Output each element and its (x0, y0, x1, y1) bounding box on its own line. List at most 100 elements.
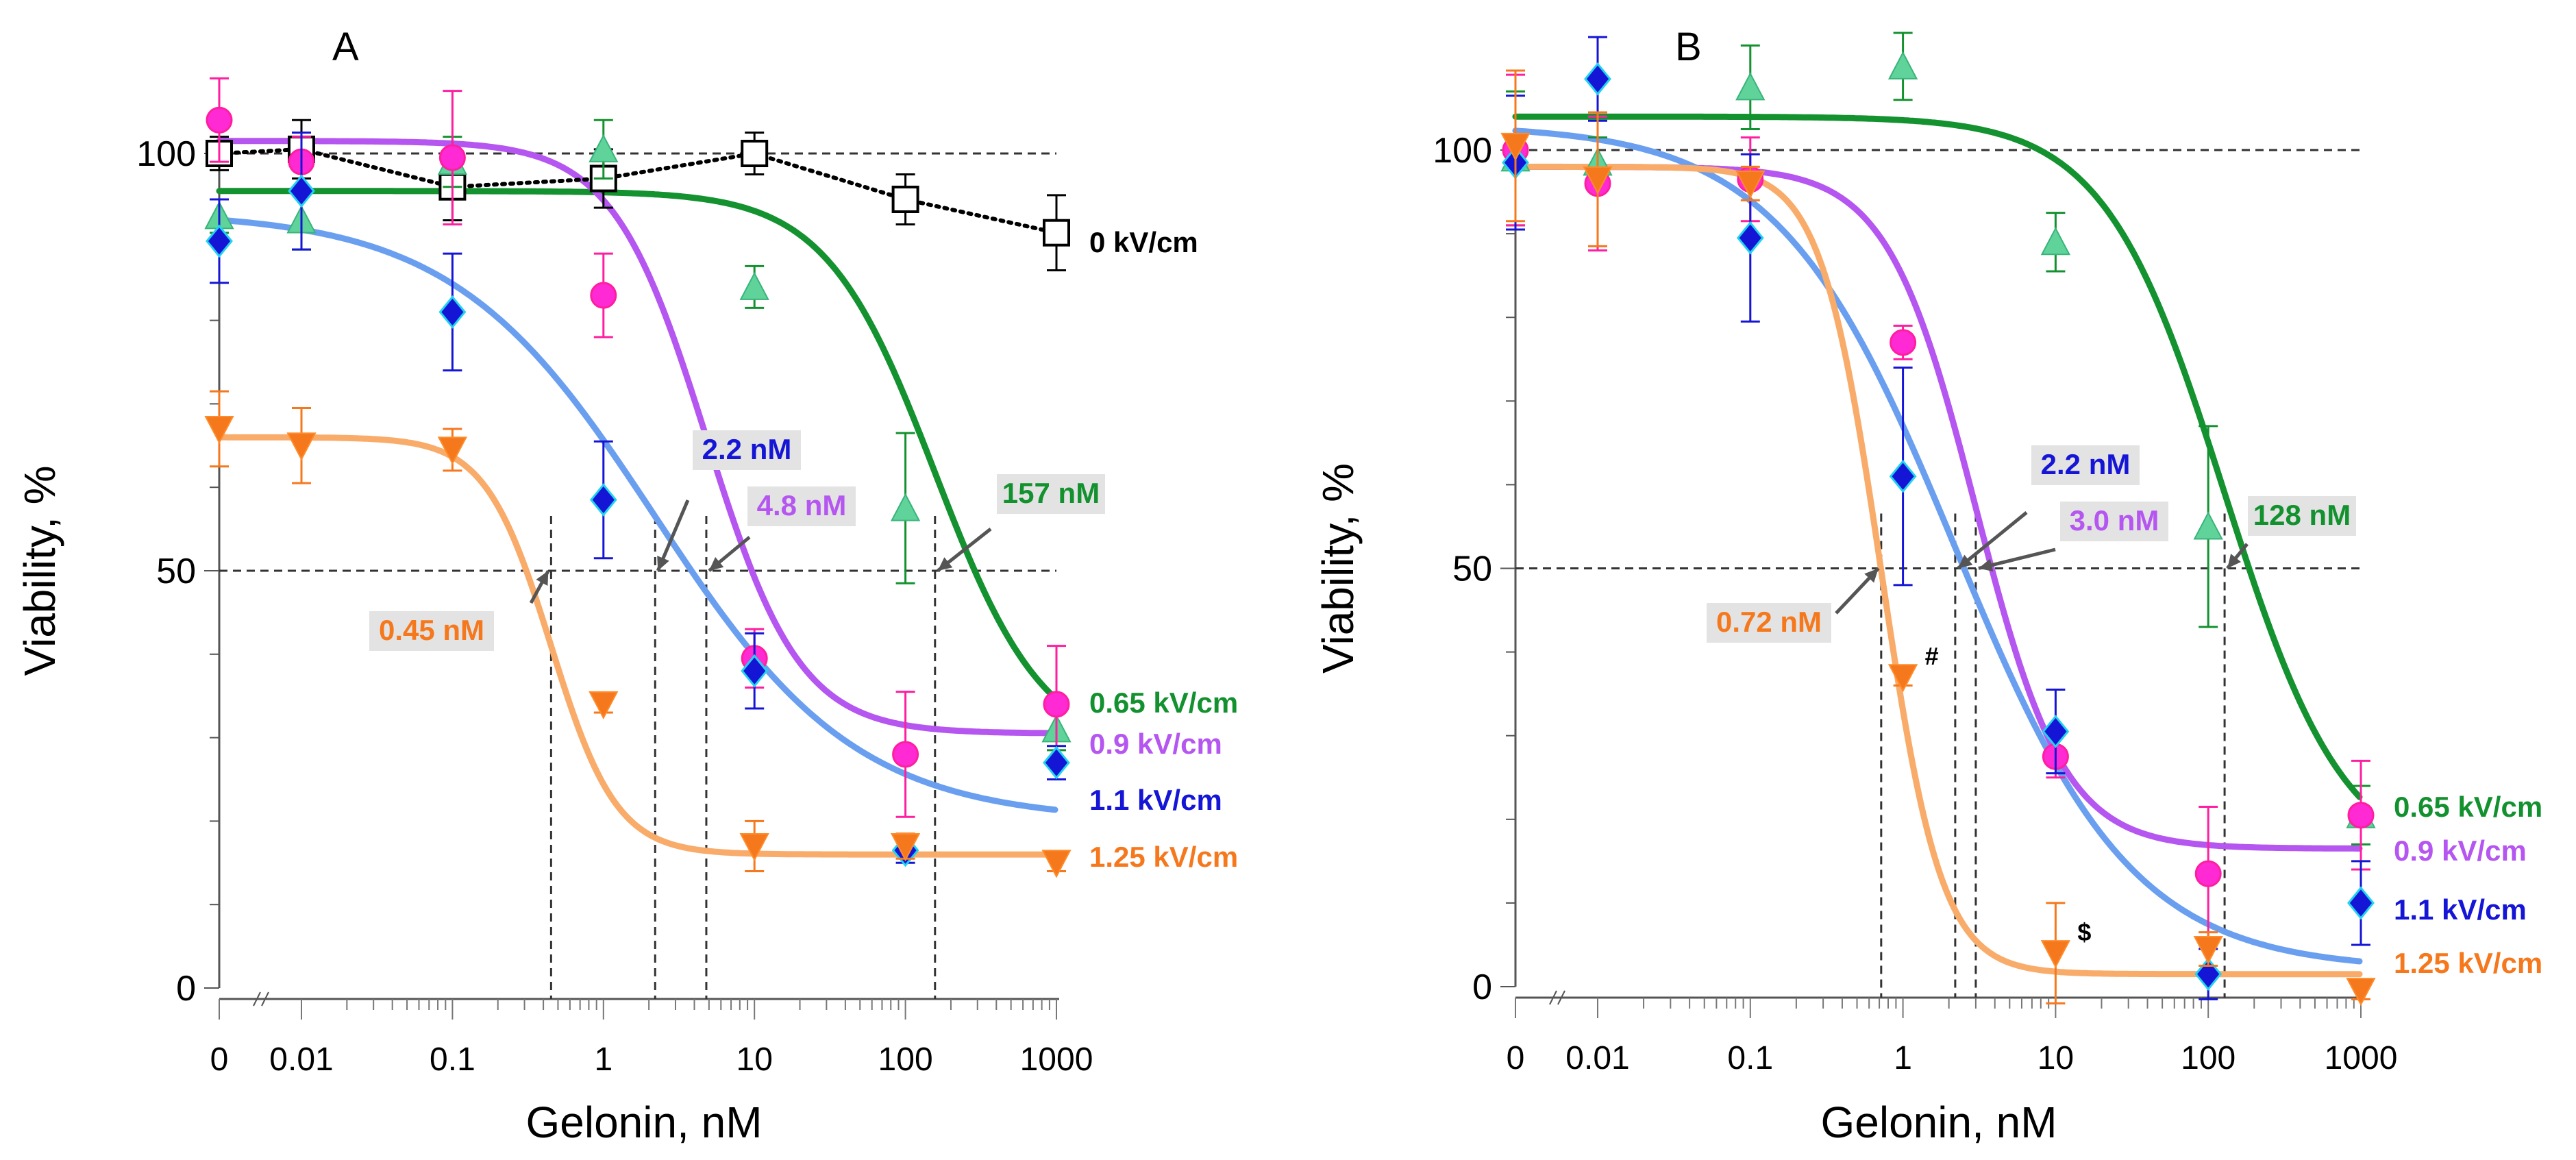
data-point-1-25 (739, 832, 769, 862)
x-tick-label: 1 (594, 1041, 612, 1078)
significance-symbol: $ (2077, 918, 2091, 946)
data-point-0-9 (1043, 691, 1070, 718)
y-tick-label: 0 (1472, 967, 1492, 1007)
axis-break (253, 991, 261, 1007)
x-tick-label: 0 (210, 1041, 229, 1078)
data-point-1-1 (288, 174, 315, 208)
data-point-1-25 (1735, 170, 1766, 199)
series-label-1-1: 1.1 kV/cm (2394, 893, 2527, 926)
series-label-1-1: 1.1 kV/cm (1089, 784, 1222, 816)
data-point-1-1 (1584, 62, 1611, 96)
data-point-1-1 (2042, 715, 2070, 748)
ec50-label-bg (369, 611, 494, 651)
data-point-0-9 (590, 282, 617, 309)
ec50-label-bg (1707, 603, 1831, 643)
y-tick-label: 100 (1433, 131, 1492, 171)
series-label-1-25: 1.25 kV/cm (1089, 841, 1238, 873)
x-tick-label: 1000 (1020, 1041, 1093, 1078)
fit-curve-0-9 (216, 138, 1058, 737)
data-point-1-25 (286, 432, 317, 461)
data-point-1-25 (204, 415, 234, 445)
significance-symbol: # (1925, 642, 1939, 670)
x-tick-label: 100 (878, 1041, 933, 1078)
series-label-0-65: 0.65 kV/cm (1089, 687, 1238, 719)
data-point-1-1 (438, 295, 467, 329)
fit-curve-1-1 (216, 217, 1058, 813)
ec50-arrowhead (2227, 554, 2242, 569)
data-point-0-9 (206, 106, 233, 134)
y-axis-label: Viability, % (15, 465, 64, 676)
ec50-arrowhead (708, 556, 724, 571)
panel-label: B (1675, 25, 1702, 69)
fit-curve-0-65 (216, 188, 1058, 702)
x-tick-label: 100 (2181, 1040, 2236, 1076)
data-point-1-25 (437, 436, 468, 465)
x-tick-label: 0.1 (430, 1041, 475, 1078)
ec50-arrowhead (1864, 568, 1879, 583)
ec50-label: 157 nM (1002, 477, 1100, 509)
ec50-label-bg (747, 486, 856, 526)
data-point-1-1 (1889, 459, 1917, 493)
axis-break (261, 991, 269, 1007)
x-axis-label: Gelonin, nM (525, 1098, 762, 1147)
data-point-1-1 (2347, 886, 2375, 920)
y-tick-label: 100 (136, 134, 196, 174)
x-tick-label: 0 (1507, 1040, 1525, 1076)
series-label-0-9: 0.9 kV/cm (2394, 835, 2527, 867)
ec50-label: 0.72 nM (1716, 606, 1822, 638)
axis-break (1557, 990, 1565, 1005)
x-tick-label: 10 (736, 1041, 773, 1078)
ec50-label: 4.8 nM (757, 489, 847, 521)
data-point-1-1 (206, 224, 233, 258)
ec50-arrow (1957, 511, 2028, 570)
panel-label: A (332, 25, 359, 69)
data-point-1-1 (1043, 745, 1070, 780)
axis-break (1549, 990, 1557, 1005)
x-axis-label: Gelonin, nM (1820, 1098, 2057, 1147)
ec50-arrowhead (657, 556, 669, 571)
data-point-1-25 (1041, 850, 1072, 878)
ec50-label-bg (2060, 502, 2168, 541)
ec50-arrowhead (937, 557, 953, 571)
data-point-0-9 (2347, 802, 2375, 829)
y-tick-label: 50 (1452, 550, 1492, 589)
data-point-1-25 (890, 832, 921, 862)
data-point-ctrl (1043, 219, 1070, 247)
data-point-0-65 (739, 271, 769, 300)
data-point-0-65 (890, 493, 921, 521)
ec50-label-bg (2248, 496, 2356, 536)
data-point-1-1 (589, 483, 617, 517)
data-point-0-65 (2193, 511, 2223, 540)
data-point-1-1 (1736, 221, 1764, 255)
fit-curve-0-65 (1512, 113, 2363, 800)
data-point-1-25 (1887, 664, 1918, 693)
y-tick-label: 50 (156, 552, 196, 591)
ec50-label-bg (2031, 445, 2140, 485)
data-point-0-65 (1887, 51, 1918, 79)
data-point-1-25 (2346, 978, 2376, 1007)
data-point-1-25 (1583, 166, 1613, 195)
ec50-label: 3.0 nM (2070, 504, 2159, 536)
series-label-0-9: 0.9 kV/cm (1089, 728, 1222, 760)
data-point-0-9 (2194, 860, 2222, 887)
ec50-label: 2.2 nM (2041, 448, 2131, 480)
data-point-1-1 (741, 654, 769, 688)
data-point-1-25 (2040, 940, 2071, 969)
data-point-0-9 (892, 741, 919, 768)
data-point-0-65 (2040, 227, 2071, 256)
ec50-label-bg (693, 430, 801, 470)
x-tick-label: 1 (1894, 1040, 1912, 1076)
x-tick-label: 0.01 (269, 1041, 333, 1078)
data-point-ctrl (891, 185, 919, 213)
fit-curve-1-25 (216, 434, 1058, 858)
data-point-0-65 (1735, 72, 1766, 101)
x-tick-label: 10 (2038, 1040, 2074, 1076)
data-point-ctrl (741, 140, 769, 167)
series-label-1-25: 1.25 kV/cm (2394, 947, 2542, 979)
series-label-ctrl: 0 kV/cm (1089, 226, 1198, 258)
data-point-1-25 (589, 691, 619, 720)
